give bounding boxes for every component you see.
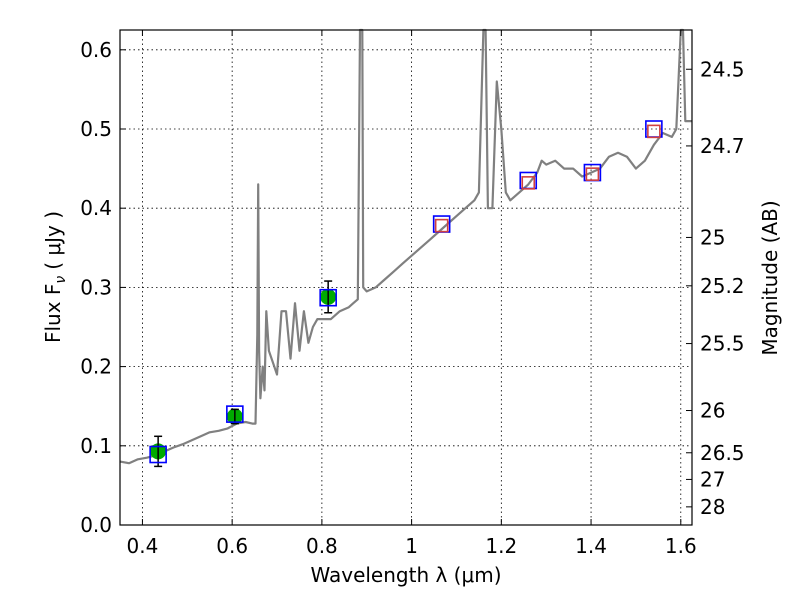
model-flux-square bbox=[226, 405, 244, 423]
x-tick-label: 0.6 bbox=[216, 534, 248, 558]
x-tick-label: 1.6 bbox=[665, 534, 697, 558]
x-tick-label: 1 bbox=[405, 534, 418, 558]
magnitude-tick-label: 26 bbox=[700, 399, 725, 423]
y-tick-label: 0.6 bbox=[80, 38, 112, 62]
y-axis-label: Flux Fν ( μJy ) bbox=[41, 211, 69, 343]
spectrum-line bbox=[119, 28, 692, 465]
x-axis: 0.4 0.6 0.8 1 1.2 1.4 1.6 bbox=[127, 30, 697, 558]
magnitude-tick-label: 27 bbox=[700, 467, 725, 491]
y-tick-label: 0.2 bbox=[80, 355, 112, 379]
y-axis-label-sub: ν bbox=[53, 276, 69, 284]
y-axis-label-unit: ( μJy ) bbox=[41, 211, 65, 270]
y-tick-label: 0.3 bbox=[80, 275, 112, 299]
y-axis: 0.0 0.1 0.2 0.3 0.4 0.5 0.6 bbox=[80, 38, 126, 537]
magnitude-tick-label: 26.5 bbox=[700, 441, 745, 465]
magnitude-tick-label: 28 bbox=[700, 495, 725, 519]
template-flux-square bbox=[647, 124, 661, 139]
model-flux-square bbox=[319, 288, 337, 307]
spectrum-layer bbox=[119, 28, 692, 465]
y-tick-label: 0.4 bbox=[80, 196, 112, 220]
x-tick-label: 0.8 bbox=[306, 534, 338, 558]
model-flux-square bbox=[149, 445, 167, 464]
plot-background bbox=[120, 30, 692, 525]
template-flux-square bbox=[434, 218, 449, 233]
magnitude-tick-label: 24.5 bbox=[700, 57, 745, 81]
x-tick-label: 0.4 bbox=[127, 534, 159, 558]
marker-layer bbox=[149, 120, 663, 468]
grid-lines bbox=[120, 30, 692, 526]
x-tick-label: 1.2 bbox=[485, 534, 517, 558]
template-flux-square bbox=[585, 167, 600, 181]
magnitude-tick-label: 25 bbox=[700, 225, 725, 249]
y-axis-label-main: Flux F bbox=[41, 284, 65, 343]
plot-frame bbox=[119, 29, 693, 526]
y-tick-label: 0.0 bbox=[80, 513, 112, 537]
y-tick-label: 0.5 bbox=[80, 117, 112, 141]
magnitude-axis-label: Magnitude (AB) bbox=[758, 200, 782, 355]
magnitude-tick-label: 25.2 bbox=[700, 274, 745, 298]
template-flux-square bbox=[521, 176, 536, 190]
y-tick-label: 0.1 bbox=[80, 434, 112, 458]
x-axis-label: Wavelength λ (μm) bbox=[310, 563, 501, 587]
magnitude-tick-label: 25.5 bbox=[700, 332, 745, 356]
magnitude-tick-label: 24.7 bbox=[700, 134, 745, 158]
x-tick-label: 1.4 bbox=[575, 534, 607, 558]
magnitude-axis: 24.5 24.7 25 25.2 25.5 26 26.527 28 bbox=[686, 57, 745, 519]
